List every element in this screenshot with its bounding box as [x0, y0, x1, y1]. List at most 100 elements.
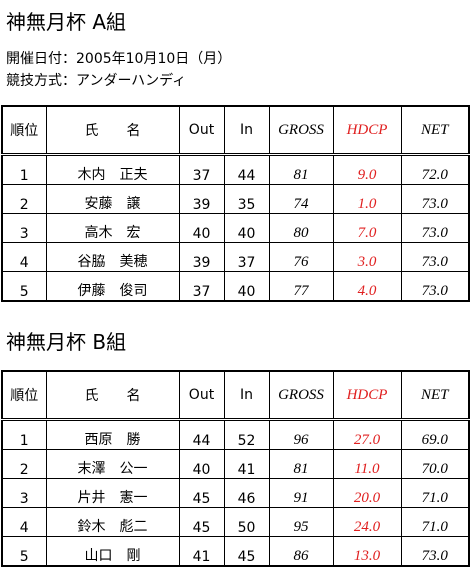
- cell: 77: [268, 271, 334, 302]
- cell: 片井 憲一: [45, 478, 180, 508]
- cell: 27.0: [332, 419, 402, 450]
- cell: 伊藤 俊司: [45, 271, 180, 302]
- cell: 71.0: [400, 507, 470, 537]
- header-cell: In: [223, 370, 270, 421]
- cell: 3.0: [332, 242, 402, 272]
- cell: 80: [268, 213, 334, 243]
- cell: 11.0: [332, 449, 402, 479]
- cell: 5: [1, 271, 47, 302]
- cell: 40: [178, 213, 225, 243]
- header-cell: GROSS: [268, 105, 334, 156]
- cell: 73.0: [400, 242, 470, 272]
- cell: 45: [178, 478, 225, 508]
- cell: 3: [1, 478, 47, 508]
- cell: 2: [1, 184, 47, 214]
- cell: 谷脇 美穂: [45, 242, 180, 272]
- cell: 37: [178, 271, 225, 302]
- cell: 4: [1, 507, 47, 537]
- cell: 安藤 譲: [45, 184, 180, 214]
- cell: 5: [1, 536, 47, 567]
- section-title: 神無月杯 A組: [6, 10, 127, 34]
- cell: 95: [268, 507, 334, 537]
- header-cell: 順位: [1, 370, 47, 421]
- cell: 39: [178, 242, 225, 272]
- header-cell: 氏 名: [45, 105, 180, 156]
- cell: 76: [268, 242, 334, 272]
- cell: 2: [1, 449, 47, 479]
- cell: 44: [223, 154, 270, 185]
- header-cell: In: [223, 105, 270, 156]
- cell: 73.0: [400, 184, 470, 214]
- cell: 3: [1, 213, 47, 243]
- cell: 73.0: [400, 536, 470, 567]
- cell: 46: [223, 478, 270, 508]
- cell: 1: [1, 154, 47, 185]
- cell: 69.0: [400, 419, 470, 450]
- data-row: 1 西原 勝 44 52 96 27.0 69.0: [1, 419, 470, 450]
- cell: 1: [1, 419, 47, 450]
- cell: 山口 剛: [45, 536, 180, 567]
- cell: 45: [223, 536, 270, 567]
- header-cell: HDCP: [332, 105, 402, 156]
- header-cell: NET: [400, 370, 470, 421]
- cell: 木内 正夫: [45, 154, 180, 185]
- cell: 41: [178, 536, 225, 567]
- cell: 24.0: [332, 507, 402, 537]
- header-cell: 順位: [1, 105, 47, 156]
- results-table: 順位氏 名 Out In GROSS HDCP NET 1 木内 正夫 37 44 81 9.0 72.…: [1, 105, 470, 302]
- cell: 73.0: [400, 271, 470, 302]
- data-row: 5 伊藤 俊司 37 40 77 4.0 73.0: [1, 271, 470, 302]
- data-row: 4 鈴木 彪二 45 50 95 24.0 71.0: [1, 507, 470, 537]
- cell: 71.0: [400, 478, 470, 508]
- cell: 41: [223, 449, 270, 479]
- header-cell: Out: [178, 370, 225, 421]
- cell: 72.0: [400, 154, 470, 185]
- data-row: 2 末澤 公一 40 41 81 11.0 70.0: [1, 449, 470, 479]
- cell: 86: [268, 536, 334, 567]
- data-row: 4 谷脇 美穂 39 37 76 3.0 73.0: [1, 242, 470, 272]
- cell: 45: [178, 507, 225, 537]
- cell: 末澤 公一: [45, 449, 180, 479]
- cell: 44: [178, 419, 225, 450]
- header-cell: Out: [178, 105, 225, 156]
- results-table: 順位氏 名 Out In GROSS HDCP NET 1 西原 勝 44 52 96 27.0 69.…: [1, 370, 470, 567]
- cell: 西原 勝: [45, 419, 180, 450]
- cell: 39: [178, 184, 225, 214]
- cell: 40: [178, 449, 225, 479]
- cell: 4: [1, 242, 47, 272]
- data-row: 3 片井 憲一 45 46 91 20.0 71.0: [1, 478, 470, 508]
- cell: 37: [178, 154, 225, 185]
- data-row: 2 安藤 譲 39 35 74 1.0 73.0: [1, 184, 470, 214]
- cell: 40: [223, 271, 270, 302]
- header-row: 順位氏 名 Out In GROSS HDCP NET: [1, 105, 470, 156]
- info-line: 競技方式：アンダーハンディ: [6, 73, 187, 89]
- cell: 4.0: [332, 271, 402, 302]
- data-row: 5 山口 剛 41 45 86 13.0 73.0: [1, 536, 470, 567]
- cell: 40: [223, 213, 270, 243]
- section-title: 神無月杯 B組: [6, 330, 127, 354]
- cell: 73.0: [400, 213, 470, 243]
- header-cell: GROSS: [268, 370, 334, 421]
- cell: 13.0: [332, 536, 402, 567]
- cell: 70.0: [400, 449, 470, 479]
- cell: 96: [268, 419, 334, 450]
- cell: 鈴木 彪二: [45, 507, 180, 537]
- cell: 37: [223, 242, 270, 272]
- cell: 7.0: [332, 213, 402, 243]
- cell: 52: [223, 419, 270, 450]
- cell: 9.0: [332, 154, 402, 185]
- header-cell: HDCP: [332, 370, 402, 421]
- cell: 20.0: [332, 478, 402, 508]
- header-row: 順位氏 名 Out In GROSS HDCP NET: [1, 370, 470, 421]
- cell: 50: [223, 507, 270, 537]
- cell: 1.0: [332, 184, 402, 214]
- cell: 81: [268, 449, 334, 479]
- header-cell: NET: [400, 105, 470, 156]
- cell: 35: [223, 184, 270, 214]
- cell: 91: [268, 478, 334, 508]
- cell: 高木 宏: [45, 213, 180, 243]
- header-cell: 氏 名: [45, 370, 180, 421]
- info-line: 開催日付：2005年10月10日（月）: [6, 51, 232, 67]
- data-row: 1 木内 正夫 37 44 81 9.0 72.0: [1, 154, 470, 185]
